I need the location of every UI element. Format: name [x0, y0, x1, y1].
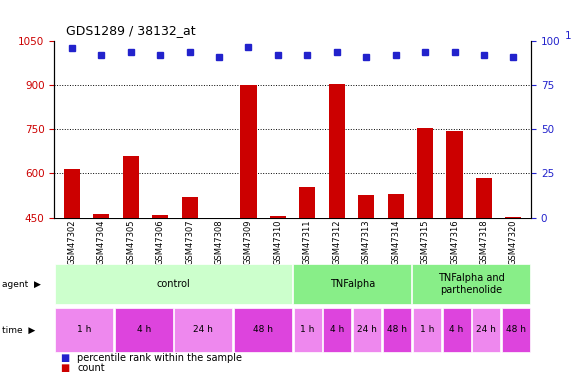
Text: time  ▶: time ▶ — [2, 326, 35, 334]
Bar — [293, 264, 411, 304]
Text: 48 h: 48 h — [387, 326, 407, 334]
Text: GSM47320: GSM47320 — [509, 220, 518, 265]
Text: ■: ■ — [60, 363, 69, 373]
Text: TNFalpha: TNFalpha — [329, 279, 375, 289]
Bar — [299, 187, 315, 218]
Text: 1 h: 1 h — [420, 326, 434, 334]
Text: GSM47306: GSM47306 — [156, 220, 164, 266]
Bar — [502, 308, 530, 352]
Bar — [417, 128, 433, 218]
Bar — [93, 214, 110, 217]
Text: GSM47312: GSM47312 — [332, 220, 341, 265]
Text: GSM47313: GSM47313 — [361, 220, 371, 266]
Text: GSM47307: GSM47307 — [185, 220, 194, 266]
Bar — [383, 308, 411, 352]
Text: 1 h: 1 h — [300, 326, 315, 334]
Bar — [323, 308, 351, 352]
Text: control: control — [156, 279, 190, 289]
Bar — [55, 308, 113, 352]
Bar — [329, 84, 345, 218]
Text: GSM47310: GSM47310 — [274, 220, 283, 265]
Bar — [152, 215, 168, 217]
Text: GSM47305: GSM47305 — [126, 220, 135, 265]
Text: GSM47304: GSM47304 — [97, 220, 106, 265]
Text: 4 h: 4 h — [449, 326, 464, 334]
Bar — [413, 308, 441, 352]
Bar — [270, 216, 286, 217]
Bar — [476, 178, 492, 218]
Text: GSM47302: GSM47302 — [67, 220, 77, 265]
Text: GSM47318: GSM47318 — [480, 220, 488, 266]
Text: 24 h: 24 h — [476, 326, 496, 334]
Text: 1 h: 1 h — [77, 326, 91, 334]
Text: 4 h: 4 h — [136, 326, 151, 334]
Text: count: count — [77, 363, 104, 373]
Bar — [388, 194, 404, 217]
Text: 24 h: 24 h — [194, 326, 213, 334]
Text: GSM47316: GSM47316 — [450, 220, 459, 266]
Text: 48 h: 48 h — [253, 326, 273, 334]
Text: GSM47311: GSM47311 — [303, 220, 312, 265]
Text: GSM47309: GSM47309 — [244, 220, 253, 265]
Bar — [234, 308, 292, 352]
Bar — [123, 156, 139, 218]
Bar — [293, 308, 321, 352]
Bar — [412, 264, 530, 304]
Bar — [182, 197, 198, 217]
Text: 48 h: 48 h — [506, 326, 526, 334]
Text: 4 h: 4 h — [330, 326, 344, 334]
Bar — [443, 308, 471, 352]
Text: ■: ■ — [60, 352, 69, 363]
Text: GDS1289 / 38132_at: GDS1289 / 38132_at — [66, 24, 195, 38]
Bar — [115, 308, 172, 352]
Text: 100%: 100% — [564, 31, 571, 41]
Text: GSM47314: GSM47314 — [391, 220, 400, 265]
Bar — [353, 308, 381, 352]
Text: TNFalpha and
parthenolide: TNFalpha and parthenolide — [438, 273, 505, 295]
Bar — [64, 169, 80, 217]
Bar — [472, 308, 500, 352]
Text: GSM47315: GSM47315 — [421, 220, 429, 265]
Text: GSM47308: GSM47308 — [215, 220, 224, 266]
Bar — [240, 86, 256, 218]
Bar — [358, 195, 375, 217]
Bar — [211, 217, 227, 218]
Bar — [447, 131, 463, 218]
Bar — [174, 308, 232, 352]
Text: agent  ▶: agent ▶ — [2, 280, 41, 289]
Text: percentile rank within the sample: percentile rank within the sample — [77, 352, 242, 363]
Text: 24 h: 24 h — [357, 326, 377, 334]
Bar — [55, 264, 292, 304]
